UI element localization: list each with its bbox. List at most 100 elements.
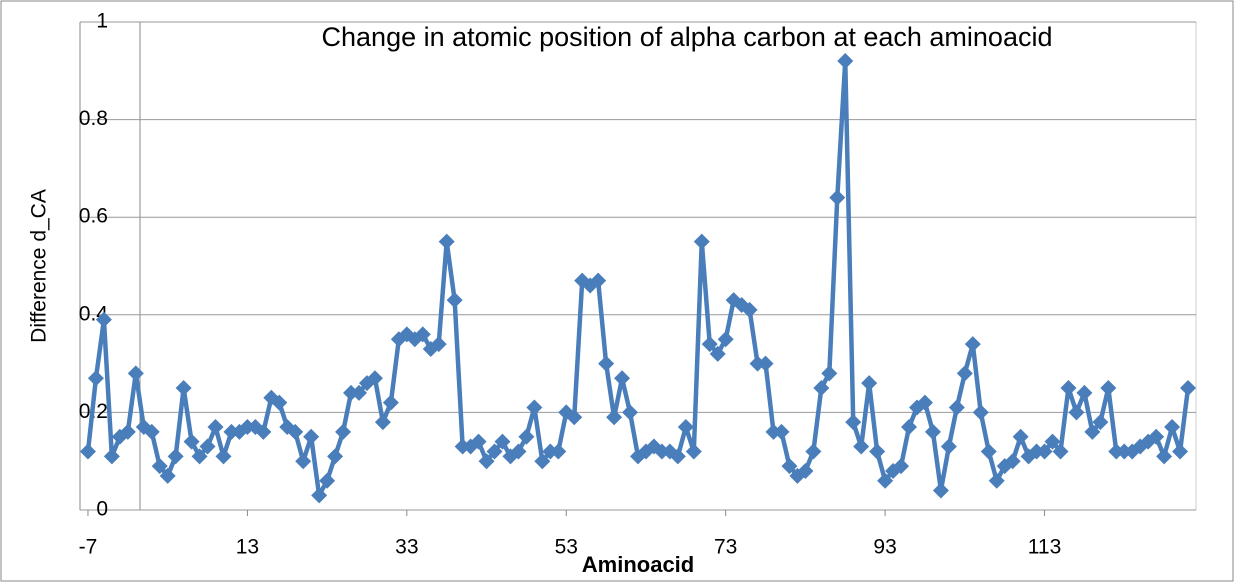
data-marker xyxy=(1052,443,1069,460)
data-marker xyxy=(143,423,160,440)
x-tick-label: 113 xyxy=(1028,536,1061,559)
x-axis-label: Aminoacid xyxy=(582,552,694,577)
y-tick-label: 0.8 xyxy=(79,107,108,130)
data-marker xyxy=(199,438,216,455)
data-marker xyxy=(877,472,894,489)
data-marker xyxy=(1084,423,1101,440)
data-marker xyxy=(382,394,399,411)
data-marker xyxy=(598,355,615,372)
data-marker xyxy=(622,404,639,421)
data-marker xyxy=(797,462,814,479)
data-marker xyxy=(1156,448,1173,465)
y-axis-label: Difference d_CA xyxy=(28,189,51,343)
data-marker xyxy=(95,311,112,328)
data-marker xyxy=(566,409,583,426)
data-marker xyxy=(526,399,543,416)
data-marker xyxy=(1076,384,1093,401)
data-marker xyxy=(127,365,144,382)
data-marker xyxy=(151,458,168,475)
data-marker xyxy=(606,409,623,426)
data-marker xyxy=(438,233,455,250)
data-marker xyxy=(805,443,822,460)
data-marker xyxy=(1004,453,1021,470)
data-marker xyxy=(207,419,224,436)
data-marker xyxy=(821,365,838,382)
data-marker xyxy=(255,423,272,440)
data-marker xyxy=(215,448,232,465)
data-marker xyxy=(271,394,288,411)
data-marker xyxy=(1092,414,1109,431)
data-marker xyxy=(861,375,878,392)
data-marker xyxy=(932,482,949,499)
data-marker xyxy=(510,443,527,460)
data-marker xyxy=(1100,380,1117,396)
data-marker xyxy=(829,189,846,206)
data-marker xyxy=(988,472,1005,489)
x-tick-label: 13 xyxy=(236,536,259,559)
data-marker xyxy=(103,448,120,465)
data-marker xyxy=(430,336,447,353)
data-marker xyxy=(446,292,463,309)
data-marker xyxy=(924,423,941,440)
x-tick-label: 93 xyxy=(873,536,896,559)
data-marker xyxy=(916,394,933,411)
data-marker xyxy=(781,458,798,475)
data-marker xyxy=(972,404,989,421)
x-tick-label: -7 xyxy=(79,536,98,559)
data-marker xyxy=(478,453,495,470)
data-marker xyxy=(366,370,383,387)
data-marker xyxy=(1036,443,1053,460)
data-marker xyxy=(550,443,567,460)
data-marker xyxy=(813,380,830,396)
data-marker xyxy=(1044,433,1061,450)
data-marker xyxy=(351,384,367,401)
data-marker xyxy=(335,423,352,440)
data-marker xyxy=(159,467,176,484)
data-marker xyxy=(1012,428,1029,445)
data-marker xyxy=(717,331,734,348)
data-marker xyxy=(1148,428,1165,445)
data-marker xyxy=(964,336,981,353)
x-tick-label: 33 xyxy=(395,536,418,559)
data-marker xyxy=(701,336,718,353)
data-marker xyxy=(414,326,431,343)
x-tick-label: 53 xyxy=(555,536,578,559)
data-marker xyxy=(374,414,391,431)
data-marker xyxy=(167,448,184,465)
data-marker xyxy=(183,433,200,450)
data-marker xyxy=(1068,404,1085,421)
x-tick-label: 73 xyxy=(714,536,737,559)
data-marker xyxy=(79,443,96,460)
data-marker xyxy=(295,453,312,470)
data-marker xyxy=(980,443,997,460)
y-tick-label: 0 xyxy=(96,498,108,521)
data-marker xyxy=(534,453,551,470)
data-marker xyxy=(590,272,607,289)
data-marker xyxy=(191,448,208,465)
data-marker xyxy=(1060,380,1077,396)
data-marker xyxy=(677,419,694,436)
data-marker xyxy=(837,53,854,70)
data-marker xyxy=(685,443,702,460)
data-marker xyxy=(693,233,710,250)
data-marker xyxy=(869,443,886,460)
data-marker xyxy=(175,380,192,396)
data-marker xyxy=(614,370,631,387)
data-marker xyxy=(311,487,328,504)
data-marker xyxy=(319,472,336,489)
data-marker xyxy=(845,414,862,431)
data-marker xyxy=(948,399,965,416)
data-marker xyxy=(1172,443,1189,460)
data-marker xyxy=(327,448,344,465)
data-marker xyxy=(303,428,320,445)
data-marker xyxy=(893,458,910,475)
data-marker xyxy=(741,301,758,318)
data-marker xyxy=(119,423,136,440)
data-marker xyxy=(757,355,774,372)
chart-title: Change in atomic position of alpha carbo… xyxy=(321,22,1053,52)
y-tick-label: 0.6 xyxy=(79,205,108,228)
data-marker xyxy=(87,370,104,387)
data-marker xyxy=(494,433,511,450)
